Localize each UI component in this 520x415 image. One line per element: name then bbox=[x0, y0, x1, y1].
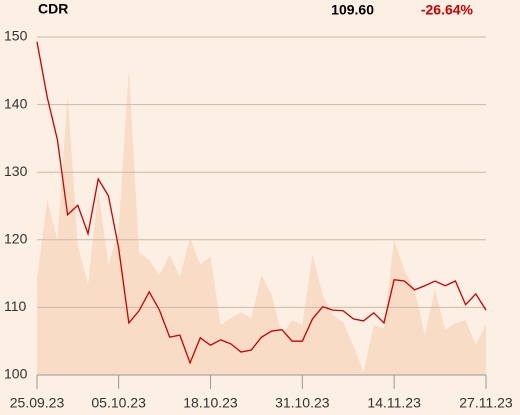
area bbox=[37, 70, 486, 376]
price-line bbox=[36, 41, 487, 365]
change: -26.64% bbox=[421, 2, 474, 18]
y-tick-label: 120 bbox=[4, 231, 28, 247]
y-tick-label: 150 bbox=[4, 28, 28, 44]
x-tick-label: 18.10.23 bbox=[183, 395, 238, 411]
y-tick-label: 110 bbox=[4, 298, 27, 314]
y-tick-label: 140 bbox=[4, 95, 28, 111]
y-tick-label: 100 bbox=[4, 366, 28, 382]
x-tick-label: 27.11.23 bbox=[459, 395, 513, 411]
symbol: CDR bbox=[38, 1, 68, 17]
x-tick-label: 05.10.23 bbox=[91, 395, 146, 411]
y-tick-label: 130 bbox=[4, 163, 28, 179]
x-tick-label: 25.09.23 bbox=[10, 395, 65, 411]
price: 109.60 bbox=[331, 2, 374, 18]
x-tick-label: 14.11.23 bbox=[367, 395, 421, 411]
x-tick-label: 31.10.23 bbox=[275, 395, 330, 411]
